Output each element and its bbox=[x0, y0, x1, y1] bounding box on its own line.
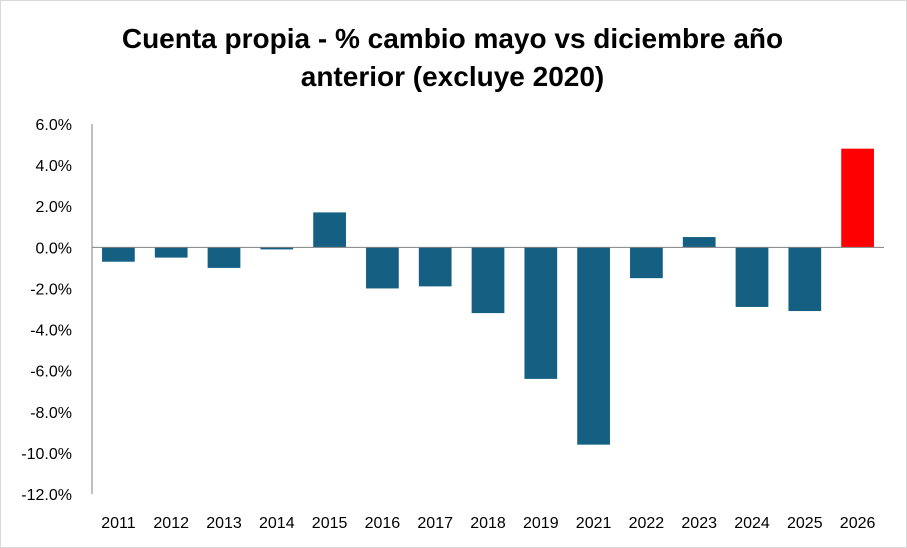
y-tick-label: 0.0% bbox=[36, 240, 72, 257]
bar-2022 bbox=[630, 247, 663, 279]
x-tick-label: 2018 bbox=[470, 515, 506, 532]
bar-2014 bbox=[260, 247, 294, 250]
x-tick-label: 2025 bbox=[787, 515, 823, 532]
x-tick-label: 2024 bbox=[734, 515, 770, 532]
x-tick-label: 2026 bbox=[840, 515, 876, 532]
bar-2023 bbox=[682, 237, 716, 248]
x-tick-label: 2023 bbox=[681, 515, 717, 532]
y-tick-label: 2.0% bbox=[36, 199, 72, 216]
y-tick-label: -2.0% bbox=[30, 281, 72, 298]
bar-2016 bbox=[366, 247, 399, 289]
bar-2015 bbox=[313, 212, 346, 248]
x-tick-label: 2011 bbox=[101, 515, 136, 532]
bar-2025 bbox=[788, 247, 822, 312]
chart-title-line-1: Cuenta propia - % cambio mayo vs diciemb… bbox=[121, 23, 784, 54]
bar-2021 bbox=[577, 247, 610, 445]
x-tick-label: 2017 bbox=[417, 515, 453, 532]
axes bbox=[91, 124, 884, 494]
y-tick-label: 6.0% bbox=[36, 117, 72, 134]
x-tick-label: 2015 bbox=[312, 515, 348, 532]
y-axis-ticks: 6.0% 4.0% 2.0% 0.0% -2.0% -4.0% -6.0% -8.0% -10.… bbox=[21, 117, 72, 504]
x-tick-label: 2013 bbox=[206, 515, 242, 532]
bar-2013 bbox=[207, 247, 241, 268]
x-tick-label: 2014 bbox=[259, 515, 295, 532]
bar-2024 bbox=[735, 247, 769, 307]
x-tick-label: 2022 bbox=[629, 515, 665, 532]
x-tick-label: 2012 bbox=[153, 515, 189, 532]
chart-title-line-2: anterior (excluye 2020) bbox=[300, 61, 605, 92]
y-tick-label: -12.0% bbox=[21, 487, 72, 504]
bar-2012 bbox=[154, 247, 188, 258]
y-tick-label: -6.0% bbox=[30, 364, 72, 381]
bar-2011 bbox=[102, 247, 135, 262]
x-tick-label: 2019 bbox=[523, 515, 559, 532]
chart-title: Cuenta propia - % cambio mayo vs diciemb… bbox=[0, 20, 905, 96]
x-tick-label: 2016 bbox=[365, 515, 401, 532]
y-tick-label: 4.0% bbox=[36, 158, 72, 175]
y-tick-label: -8.0% bbox=[30, 405, 72, 422]
x-tick-label: 2021 bbox=[576, 515, 612, 532]
bar-2019 bbox=[524, 247, 558, 379]
bar-2018 bbox=[471, 247, 505, 314]
y-tick-label: -4.0% bbox=[30, 323, 72, 340]
x-axis-ticks: 2011 2012 2013 2014 2015 2016 2017 2018 2019 2021… bbox=[101, 515, 875, 532]
bar-2026 bbox=[841, 148, 874, 248]
y-tick-label: -10.0% bbox=[21, 446, 72, 463]
bar-series bbox=[102, 148, 874, 445]
bar-2017 bbox=[418, 247, 452, 287]
